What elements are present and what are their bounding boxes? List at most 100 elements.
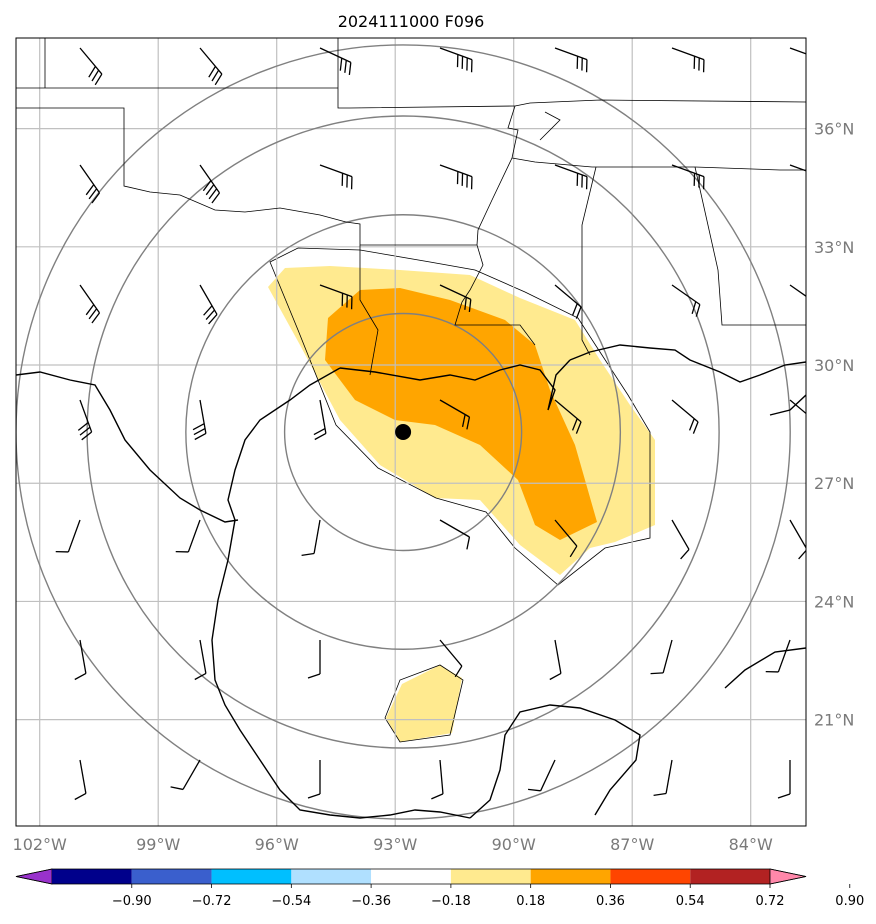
wind-barb: [74, 759, 87, 801]
wind-barb: [439, 47, 473, 73]
wind-barb: [671, 47, 705, 73]
lat-tick-label: 27°N: [814, 474, 854, 493]
colorbar-tick-label: −0.72: [192, 894, 232, 909]
range-rings: [16, 44, 791, 820]
shade-outline: [269, 247, 651, 586]
colorbar: −0.90 −0.72 −0.54 −0.36 −0.18 0.18 0.36 0.54 0.7…: [15, 868, 864, 909]
wind-barb: [55, 519, 81, 553]
colorbar-box: [131, 869, 212, 884]
wind-barb: [79, 164, 101, 204]
wind-barb: [301, 519, 321, 556]
wind-barb: [307, 760, 321, 799]
storm-center-marker: [395, 424, 412, 440]
wind-barb: [431, 759, 444, 800]
wind-barb: [313, 399, 327, 441]
lat-tick-label: 36°N: [814, 120, 854, 139]
shade-outline-south: [384, 664, 464, 743]
lon-tick-label: 84°W: [729, 835, 773, 854]
colorbar-tick-label: 0.36: [596, 894, 625, 909]
shade-level-2: [325, 288, 597, 540]
colorbar-box: [610, 869, 691, 884]
coastlines: [16, 344, 806, 819]
lat-tick-label: 21°N: [814, 711, 854, 730]
longitude-ticks: 102°W 99°W 96°W 93°W 90°W 87°W 84°W: [13, 835, 773, 854]
wind-barb: [671, 519, 690, 560]
wind-barb: [549, 639, 562, 681]
wind-barb: [439, 519, 471, 550]
wind-barb: [439, 639, 463, 678]
colorbar-box: [211, 869, 292, 884]
wind-barb: [79, 47, 103, 86]
lon-tick-label: 96°W: [255, 835, 299, 854]
colorbar-tick-label: −0.36: [351, 894, 391, 909]
colorbar-tick-label: −0.54: [271, 894, 311, 909]
lat-tick-label: 33°N: [814, 238, 854, 257]
wind-barb: [77, 399, 93, 441]
colorbar-box: [450, 869, 531, 884]
range-ring: [185, 214, 622, 650]
wind-barb: [439, 284, 472, 313]
shade-level-1-south: [386, 665, 462, 742]
wind-barb: [554, 399, 582, 434]
wind-barb: [175, 519, 201, 553]
colorbar-box: [530, 869, 611, 884]
wind-barb: [194, 639, 207, 681]
wind-barb: [671, 399, 699, 434]
lon-tick-label: 87°W: [610, 835, 654, 854]
colorbar-outline: [15, 868, 807, 885]
colorbar-extend-low: [15, 868, 53, 885]
wind-barb: [527, 759, 556, 792]
wind-barb: [554, 519, 578, 558]
wind-barb: [439, 399, 471, 430]
latitude-ticks: 36°N 33°N 30°N 27°N 24°N 21°N: [814, 120, 854, 730]
wind-barb: [671, 164, 705, 190]
colorbar-tick-label: 0.54: [676, 894, 705, 909]
colorbar-tick-label: −0.18: [431, 894, 471, 909]
wind-barb: [192, 399, 207, 441]
wind-barb: [554, 284, 582, 319]
map-frame: [15, 37, 807, 827]
lon-tick-label: 93°W: [373, 835, 417, 854]
wind-barb: [650, 639, 673, 675]
colorbar-tick-label: 0.90: [835, 894, 864, 909]
lat-tick-label: 30°N: [814, 356, 854, 375]
wind-barb: [170, 759, 201, 791]
lon-tick-label: 102°W: [13, 835, 68, 854]
colorbar-extend-high: [769, 868, 807, 885]
colorbar-tick-label: 0.18: [516, 894, 545, 909]
wind-barbs: [55, 47, 806, 801]
wind-barb: [777, 760, 791, 799]
wind-barb: [79, 284, 101, 324]
wind-barb: [789, 399, 806, 415]
colorbar-tick-label: 0.72: [756, 894, 785, 909]
wind-barb: [653, 759, 673, 796]
lat-tick-label: 24°N: [814, 592, 854, 611]
figure-title: 2024111000 F096: [338, 12, 485, 31]
colorbar-box: [371, 869, 451, 884]
wind-barb: [199, 47, 223, 86]
state-borders: [16, 38, 806, 376]
wind-barb: [319, 164, 353, 190]
wind-barb: [789, 284, 806, 297]
wind-barb: [554, 164, 588, 190]
lon-tick-label: 90°W: [492, 835, 536, 854]
range-ring: [86, 115, 720, 749]
map-area: [16, 38, 806, 826]
wind-barb: [439, 164, 473, 190]
colorbar-box: [690, 869, 770, 884]
wind-barb: [199, 164, 221, 204]
wind-barb: [671, 284, 701, 317]
range-ring: [16, 44, 791, 820]
lon-tick-label: 99°W: [136, 835, 180, 854]
wind-barb: [319, 284, 353, 310]
range-ring: [283, 312, 523, 552]
wind-barb: [307, 640, 321, 679]
colorbar-box: [291, 869, 372, 884]
colorbar-box: [52, 869, 132, 884]
wind-barb: [199, 284, 218, 325]
wind-barb: [765, 639, 791, 673]
wind-barb: [319, 47, 352, 76]
colorbar-tick-label: −0.90: [112, 894, 152, 909]
wind-barb: [554, 47, 588, 73]
